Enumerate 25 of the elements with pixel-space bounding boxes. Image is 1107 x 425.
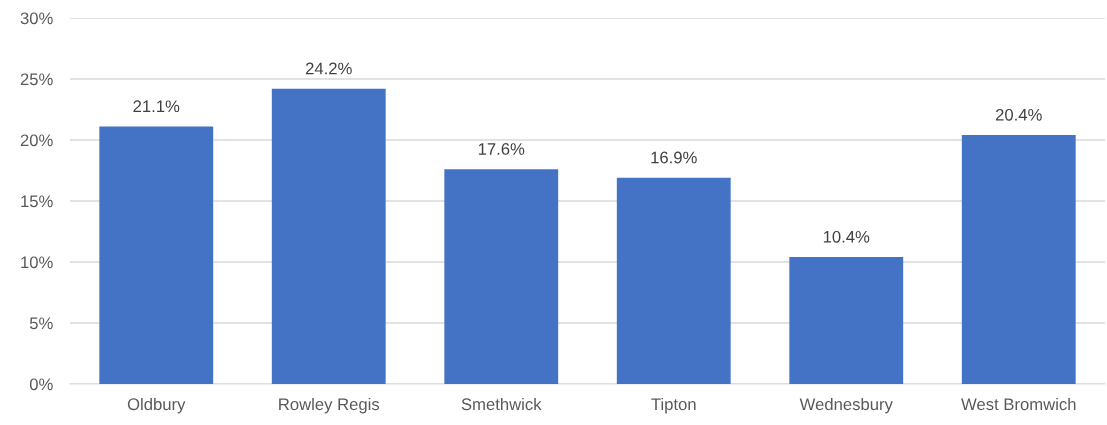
y-tick-label: 10% [21,256,53,269]
y-tick-label: 5% [29,317,53,330]
data-label: 21.1% [133,100,180,113]
bar [99,126,214,384]
x-tick-label: Rowley Regis [279,397,380,414]
x-tick-label: West Bromwich [961,397,1076,411]
x-tick-label: Tipton [651,397,696,414]
data-label: 24.2% [305,62,352,75]
bar [961,135,1076,384]
y-tick-label: 15% [21,195,53,208]
bar [789,257,904,384]
bar [271,88,386,384]
y-tick-label: 30% [20,12,53,25]
bar [616,177,731,384]
data-label: 16.9% [651,151,697,164]
y-tick-label: 20% [20,134,53,147]
y-tick-label: 25% [20,73,53,86]
bar [444,169,559,384]
x-tick-label: Smethwick [461,397,542,411]
data-label: 10.4% [823,230,870,243]
x-tick-label: Wednesbury [799,397,893,414]
data-label: 17.6% [478,143,525,155]
y-tick-label: 0% [29,378,53,391]
data-label: 20.4% [995,108,1042,121]
x-tick-label: Oldbury [127,397,186,414]
